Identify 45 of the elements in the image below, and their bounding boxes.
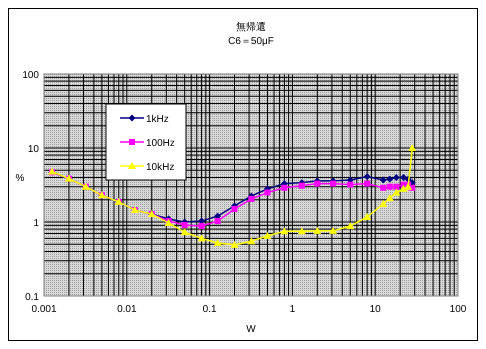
point <box>280 227 288 234</box>
point <box>298 227 306 234</box>
x-tick-label: 0.1 <box>202 304 217 315</box>
y-tick-label: 100 <box>22 70 40 81</box>
point <box>364 173 371 180</box>
point <box>214 239 222 246</box>
x-tick-label: 10 <box>370 304 382 315</box>
point <box>247 237 256 244</box>
point <box>346 222 354 230</box>
point <box>214 218 221 224</box>
x-tick-label: 1 <box>290 304 296 315</box>
point <box>313 226 322 234</box>
chart-title: 無帰還 <box>236 21 266 33</box>
point <box>248 196 254 202</box>
point <box>314 180 320 187</box>
point <box>264 190 270 196</box>
legend-label: 100Hz <box>146 138 175 149</box>
y-tick-label: 1 <box>33 218 40 229</box>
point <box>298 182 305 189</box>
legend-label: 1kHz <box>146 114 169 125</box>
point <box>380 184 386 191</box>
legend-label: 10kHz <box>146 162 174 173</box>
chart-subtitle: C6＝50μF <box>228 36 274 47</box>
point <box>182 222 188 228</box>
y-tick-label: 10 <box>28 144 40 155</box>
x-tick-label: 100 <box>450 304 467 315</box>
point <box>198 234 206 242</box>
point <box>230 240 239 248</box>
point <box>281 184 288 191</box>
point <box>232 206 238 212</box>
x-axis-title: W <box>246 324 256 335</box>
x-tick-label: 0.001 <box>31 304 57 315</box>
point <box>347 182 354 188</box>
x-tick-label: 0.01 <box>117 304 137 315</box>
point <box>363 212 372 220</box>
point <box>380 176 387 184</box>
point <box>329 226 338 234</box>
point <box>198 223 205 230</box>
y-tick-label: 0.1 <box>25 292 40 303</box>
y-axis-title: % <box>16 173 25 184</box>
point <box>379 200 388 208</box>
point <box>180 228 189 236</box>
point <box>364 180 370 187</box>
point <box>263 232 272 239</box>
point <box>330 180 336 187</box>
